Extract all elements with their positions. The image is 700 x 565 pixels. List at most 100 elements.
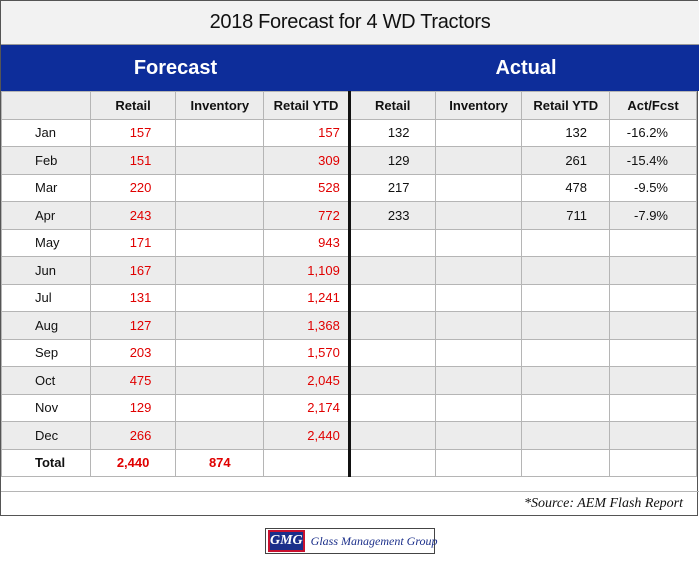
table-row: Sep 203 1,570 (1, 338, 697, 367)
forecast-retail-ytd-cell: 943 (263, 228, 350, 257)
act-fcst-cell (609, 256, 697, 285)
actual-inventory-cell (434, 118, 523, 147)
forecast-retail-cell: 243 (89, 201, 177, 230)
actual-retail-ytd-cell: 478 (521, 173, 611, 202)
actual-retail-ytd-cell (521, 283, 611, 312)
actual-retail-cell: 132 (347, 118, 436, 147)
forecast-inventory-cell (175, 421, 265, 450)
forecast-inventory-cell (175, 283, 265, 312)
actual-inventory-cell (434, 366, 523, 395)
forecast-inventory-cell (175, 228, 265, 257)
act-fcst-cell (609, 366, 697, 395)
act-fcst-cell: -9.5% (609, 173, 697, 202)
actual-retail-cell (347, 256, 436, 285)
column-header: Inventory (175, 91, 265, 120)
forecast-inventory-cell (175, 311, 265, 340)
actual-inventory-cell (434, 228, 523, 257)
table-cell (434, 448, 523, 477)
act-fcst-cell (609, 421, 697, 450)
forecast-retail-cell: 475 (89, 366, 177, 395)
company-logo: GMG Glass Management Group (265, 528, 438, 554)
actual-inventory-cell (434, 256, 523, 285)
table-row: Feb 151 309 129 261 -15.4% (1, 146, 697, 175)
month-cell: Apr (1, 201, 91, 230)
total-forecast-inventory: 874 (175, 448, 265, 477)
table-row: Mar 220 528 217 478 -9.5% (1, 173, 697, 202)
total-row: Total 2,440 874 (1, 448, 697, 477)
table-row: Jul 131 1,241 (1, 283, 697, 312)
forecast-inventory-cell (175, 366, 265, 395)
forecast-retail-cell: 266 (89, 421, 177, 450)
actual-inventory-cell (434, 173, 523, 202)
forecast-inventory-cell (175, 146, 265, 175)
actual-retail-cell (347, 311, 436, 340)
logo-mark: GMG (268, 530, 305, 552)
column-header: Retail YTD (521, 91, 611, 120)
table-row: Nov 129 2,174 (1, 393, 697, 422)
month-cell: May (1, 228, 91, 257)
table-cell (609, 448, 697, 477)
actual-retail-ytd-cell: 132 (521, 118, 611, 147)
month-cell: Sep (1, 338, 91, 367)
table-cell (263, 448, 350, 477)
actual-retail-ytd-cell: 711 (521, 201, 611, 230)
table-cell (347, 448, 436, 477)
total-forecast-retail: 2,440 (89, 448, 177, 477)
actual-retail-cell (347, 338, 436, 367)
forecast-retail-cell: 151 (89, 146, 177, 175)
forecast-inventory-cell (175, 338, 265, 367)
month-cell: Jun (1, 256, 91, 285)
actual-retail-ytd-cell (521, 311, 611, 340)
actual-retail-ytd-cell (521, 366, 611, 395)
actual-inventory-cell (434, 283, 523, 312)
forecast-retail-ytd-cell: 1,109 (263, 256, 350, 285)
actual-section-label: Actual (495, 57, 557, 79)
month-cell: Jan (1, 118, 91, 147)
forecast-retail-ytd-cell: 1,570 (263, 338, 350, 367)
act-fcst-cell (609, 338, 697, 367)
forecast-table: Retail Inventory Retail YTD Retail Inven… (1, 91, 697, 477)
forecast-retail-cell: 167 (89, 256, 177, 285)
act-fcst-cell (609, 311, 697, 340)
table-frame: 2018 Forecast for 4 WD Tractors Forecast… (0, 0, 699, 517)
total-label: Total (1, 448, 91, 477)
source-row: *Source: AEM Flash Report (1, 491, 699, 517)
forecast-inventory-cell (175, 393, 265, 422)
forecast-retail-ytd-cell: 2,045 (263, 366, 350, 395)
forecast-retail-ytd-cell: 309 (263, 146, 350, 175)
table-cell (521, 448, 611, 477)
forecast-inventory-cell (175, 173, 265, 202)
table-row: Apr 243 772 233 711 -7.9% (1, 201, 697, 230)
month-cell: Dec (1, 421, 91, 450)
section-header-band: Forecast Actual (1, 45, 699, 91)
actual-inventory-cell (434, 421, 523, 450)
forecast-retail-cell: 203 (89, 338, 177, 367)
actual-inventory-cell (434, 338, 523, 367)
forecast-retail-ytd-cell: 772 (263, 201, 350, 230)
column-header-month (1, 91, 91, 120)
actual-retail-ytd-cell (521, 228, 611, 257)
column-header: Retail (347, 91, 436, 120)
actual-inventory-cell (434, 311, 523, 340)
table-row: May 171 943 (1, 228, 697, 257)
actual-retail-cell (347, 421, 436, 450)
table-row: Jun 167 1,109 (1, 256, 697, 285)
forecast-inventory-cell (175, 256, 265, 285)
month-cell: Oct (1, 366, 91, 395)
month-cell: Aug (1, 311, 91, 340)
column-header-row: Retail Inventory Retail YTD Retail Inven… (1, 91, 697, 120)
forecast-retail-ytd-cell: 157 (263, 118, 350, 147)
month-cell: Feb (1, 146, 91, 175)
forecast-retail-ytd-cell: 2,440 (263, 421, 350, 450)
table-row: Aug 127 1,368 (1, 311, 697, 340)
actual-retail-cell (347, 228, 436, 257)
forecast-retail-cell: 131 (89, 283, 177, 312)
act-fcst-cell (609, 393, 697, 422)
column-header: Retail (89, 91, 177, 120)
logo-text: Glass Management Group (310, 533, 438, 548)
actual-retail-cell: 129 (347, 146, 436, 175)
forecast-retail-ytd-cell: 528 (263, 173, 350, 202)
forecast-retail-cell: 127 (89, 311, 177, 340)
month-cell: Jul (1, 283, 91, 312)
actual-retail-cell: 217 (347, 173, 436, 202)
